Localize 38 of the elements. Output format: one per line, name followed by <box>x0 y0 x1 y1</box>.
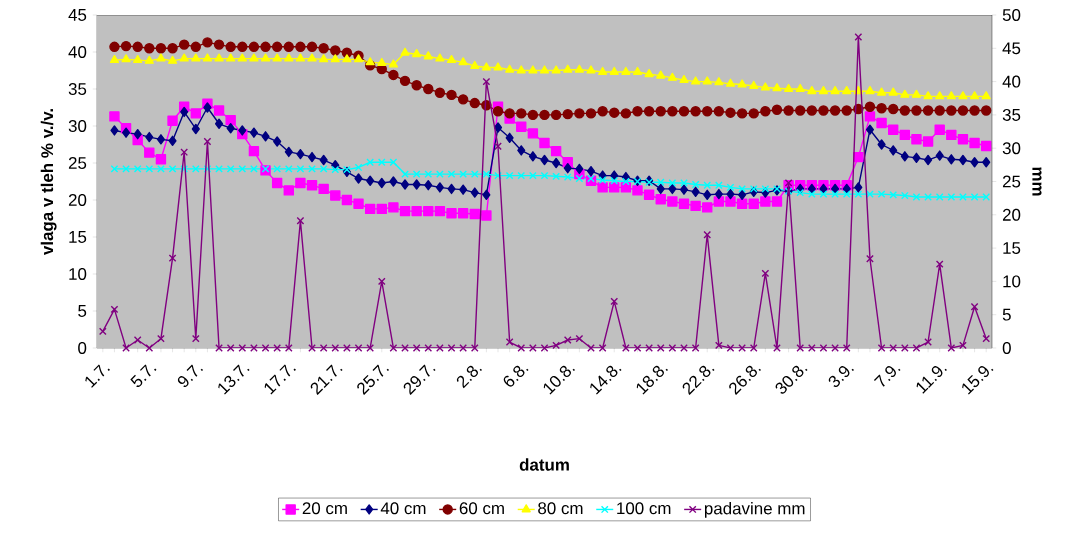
y2-tick-label: 40 <box>1002 75 1021 88</box>
y-tick-label: 5 <box>78 305 87 317</box>
y2-tick-label: 30 <box>1002 142 1021 155</box>
x-tick-label: 7.9. <box>873 366 901 387</box>
y-tick-label: 10 <box>69 268 87 280</box>
y-tick-label: 40 <box>68 46 87 58</box>
legend-label: 60 cm <box>459 502 504 515</box>
x-tick-label: 9.7. <box>177 364 204 388</box>
y2-tick-label: 45 <box>1002 42 1021 55</box>
y2-tick-label: 20 <box>1002 208 1021 221</box>
x-tick-label: 5.7. <box>130 364 157 388</box>
y-tick-label: 45 <box>68 9 87 21</box>
x-tick-label: 1.7. <box>85 364 110 388</box>
y2-tick-label: 0 <box>1002 342 1011 354</box>
x-axis-title: datum <box>519 458 569 471</box>
y2-tick-label: 35 <box>1002 108 1021 121</box>
y2-tick-label: 15 <box>1003 242 1021 255</box>
legend-label: 40 cm <box>380 502 426 515</box>
legend-label: 80 cm <box>538 502 583 515</box>
x-tick-label: 2.8. <box>456 365 483 389</box>
y-tick-label: 15 <box>69 231 87 243</box>
legend-label: 20 cm <box>302 502 347 515</box>
y2-axis-title: mm <box>1032 167 1042 196</box>
y-tick-label: 0 <box>78 342 87 354</box>
legend-label: padavine mm <box>704 502 805 518</box>
y-tick-label: 25 <box>68 157 87 169</box>
y-tick-label: 30 <box>68 120 87 132</box>
legend-label: 100 cm <box>617 502 671 515</box>
y-tick-label: 35 <box>68 83 87 95</box>
x-tick-label: 11.9. <box>916 366 947 394</box>
x-tick-label: 3.9. <box>828 366 854 388</box>
y2-tick-label: 10 <box>1003 275 1021 288</box>
x-tick-label: 6.8. <box>503 365 529 387</box>
y2-tick-label: 25 <box>1002 175 1021 188</box>
y2-tick-label: 5 <box>1002 308 1011 321</box>
y2-tick-label: 50 <box>1002 9 1021 21</box>
y-tick-label: 20 <box>68 194 87 206</box>
y-axis-title: vlaga v tleh % v./v. <box>40 109 57 256</box>
